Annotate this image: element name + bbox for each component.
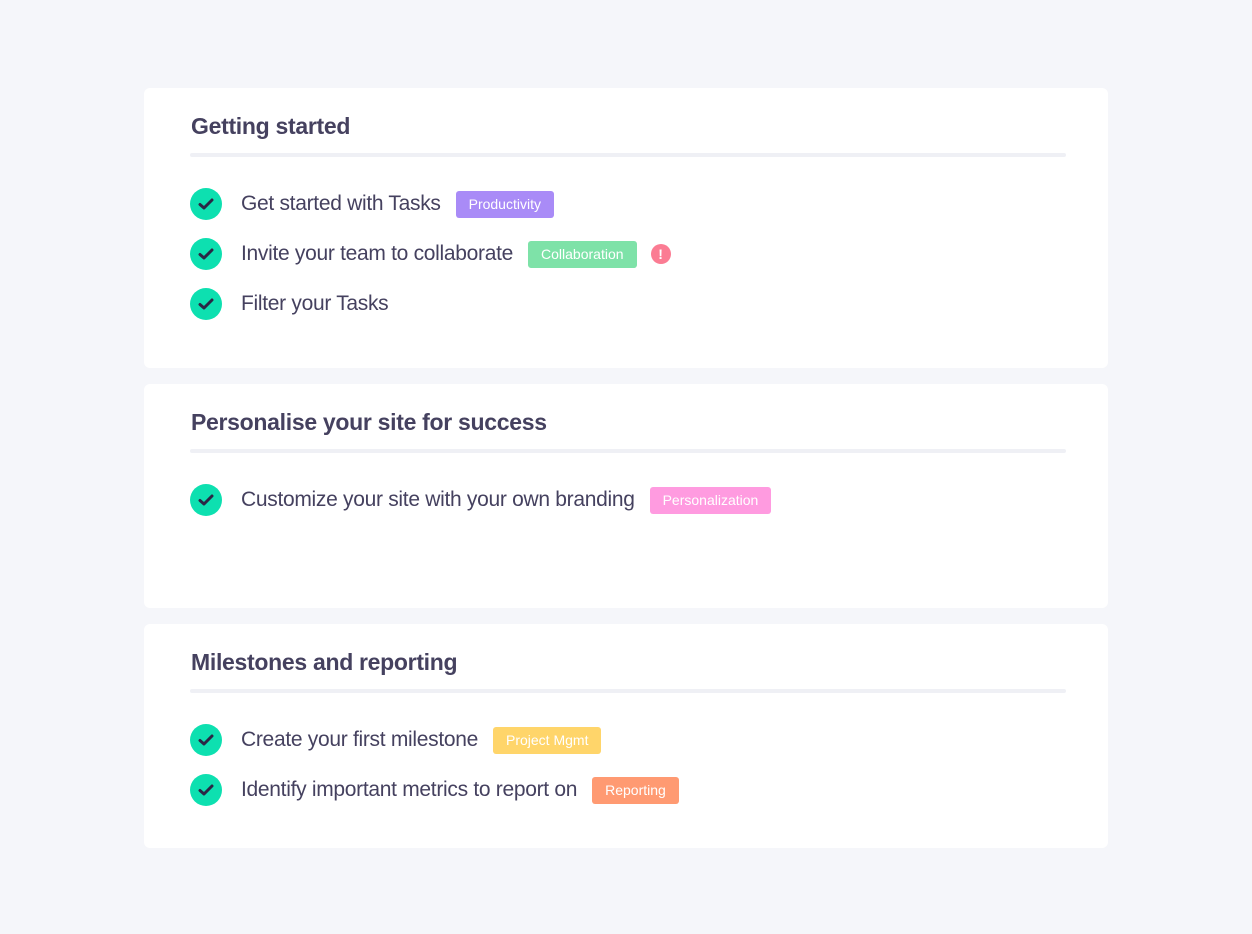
task-label[interactable]: Get started with Tasks bbox=[241, 192, 441, 215]
section-card: Personalise your site for success Custom… bbox=[144, 384, 1108, 608]
tag-badge: Project Mgmt bbox=[493, 726, 602, 754]
alert-icon[interactable]: ! bbox=[650, 244, 671, 264]
task-list: Get started with Tasks Productivity Invit… bbox=[190, 188, 671, 338]
divider bbox=[190, 449, 1066, 453]
section-title: Personalise your site for success bbox=[191, 409, 547, 435]
section-card: Getting started Get started with Tasks Pr… bbox=[144, 88, 1108, 368]
divider bbox=[190, 153, 1066, 157]
task-item[interactable]: Customize your site with your own brandi… bbox=[190, 484, 772, 516]
section-title: Milestones and reporting bbox=[191, 649, 458, 675]
task-list: Customize your site with your own brandi… bbox=[190, 484, 772, 534]
task-label[interactable]: Invite your team to collaborate bbox=[241, 242, 514, 265]
task-list: Create your first milestone Project Mgmt … bbox=[190, 724, 679, 824]
section-title: Getting started bbox=[191, 113, 351, 139]
section-card: Milestones and reporting Create your fir… bbox=[144, 624, 1108, 848]
check-icon[interactable] bbox=[190, 484, 222, 516]
check-icon[interactable] bbox=[190, 288, 222, 320]
task-label[interactable]: Filter your Tasks bbox=[241, 292, 389, 315]
task-item[interactable]: Identify important metrics to report on R… bbox=[190, 774, 679, 806]
tag-badge: Collaboration bbox=[528, 240, 637, 268]
check-icon[interactable] bbox=[190, 188, 222, 220]
tag-badge: Productivity bbox=[455, 190, 554, 218]
tag-badge: Reporting bbox=[592, 776, 679, 804]
task-item[interactable]: Filter your Tasks bbox=[190, 288, 671, 320]
task-item[interactable]: Invite your team to collaborate Collabora… bbox=[190, 238, 671, 270]
divider bbox=[190, 689, 1066, 693]
check-icon[interactable] bbox=[190, 774, 222, 806]
task-label[interactable]: Create your first milestone bbox=[241, 728, 478, 751]
task-label[interactable]: Customize your site with your own brandi… bbox=[241, 488, 635, 511]
task-item[interactable]: Create your first milestone Project Mgmt bbox=[190, 724, 679, 756]
check-icon[interactable] bbox=[190, 238, 222, 270]
task-item[interactable]: Get started with Tasks Productivity bbox=[190, 188, 671, 220]
tag-badge: Personalization bbox=[649, 486, 772, 514]
check-icon[interactable] bbox=[190, 724, 222, 756]
task-label[interactable]: Identify important metrics to report on bbox=[241, 778, 578, 801]
